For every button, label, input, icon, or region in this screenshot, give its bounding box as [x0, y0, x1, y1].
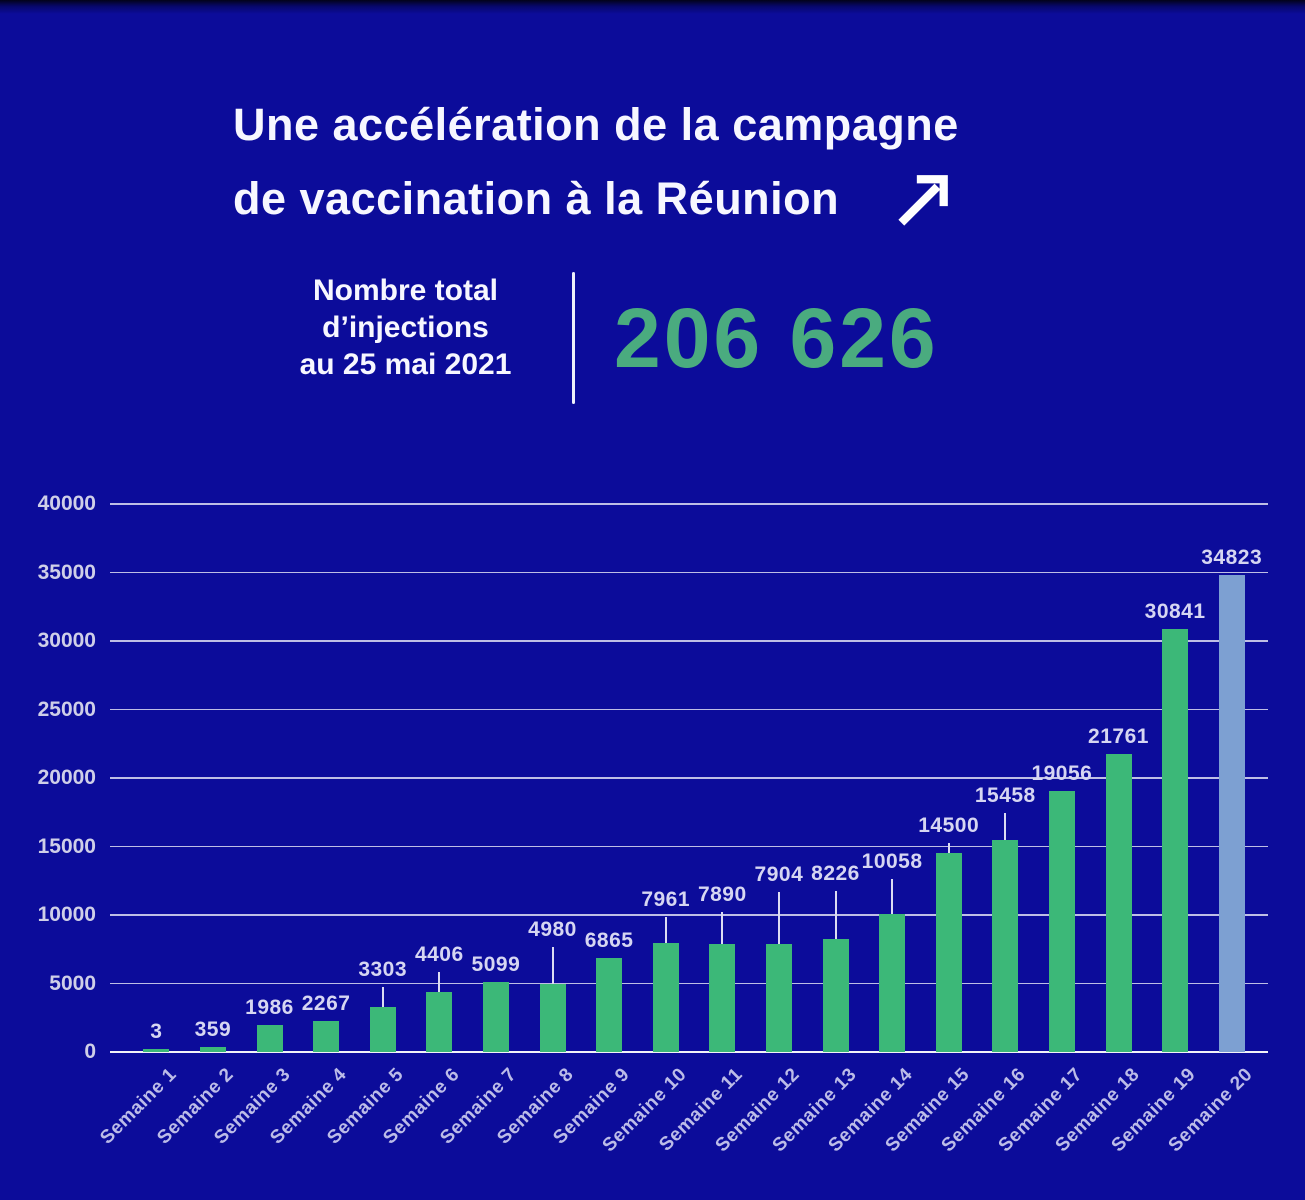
bar-semaine-16 [992, 840, 1019, 1052]
page-title: Une accélération de la campagne de vacci… [233, 88, 1093, 236]
bar-semaine-20 [1218, 574, 1245, 1052]
bar-value-label: 7890 [697, 882, 747, 906]
bar-value-label: 4980 [528, 917, 577, 941]
bar-value-label: 34823 [1201, 545, 1263, 569]
bar-value-label: 8226 [811, 862, 860, 886]
bar-value-label: 3 [150, 1020, 163, 1043]
total-label-line3: au 25 mai 2021 [299, 348, 512, 381]
bar-value-label: 3303 [358, 957, 408, 981]
bar-semaine-8 [539, 983, 566, 1052]
page-title-line2: de vaccination à la Réunion [233, 173, 840, 224]
bar-semaine-18 [1105, 753, 1132, 1052]
bar-value-label: 15458 [974, 784, 1036, 808]
bar-value-label: 359 [194, 1018, 232, 1042]
x-axis-baseline [110, 1050, 1268, 1053]
bar-value-label: 4406 [414, 942, 464, 966]
bar-semaine-7 [482, 982, 509, 1052]
y-axis-tick-label: 40000 [37, 492, 96, 515]
bar-semaine-3 [256, 1024, 283, 1052]
bar-semaine-2 [199, 1047, 226, 1052]
total-label-line1: Nombre total [312, 274, 498, 307]
bar-value-label: 5099 [471, 953, 521, 977]
bar-leader-line [834, 891, 837, 940]
bar-semaine-1 [143, 1049, 170, 1052]
bar-value-label: 10058 [861, 850, 923, 874]
y-axis-tick-label: 15000 [37, 834, 96, 858]
gridline [110, 777, 1268, 779]
bar-leader-line [721, 911, 724, 944]
gridline [110, 914, 1268, 916]
gridline [110, 708, 1268, 711]
top-dark-strip [0, 0, 1305, 14]
bar-semaine-5 [369, 1006, 396, 1052]
bar-value-label: 6865 [584, 928, 634, 952]
vertical-divider [572, 272, 575, 404]
y-axis-tick-label: 0 [84, 1040, 96, 1063]
bar-leader-line [1004, 813, 1007, 841]
total-injections-label: Nombre total d’injections au 25 mai 2021 [258, 272, 553, 383]
bar-semaine-13 [822, 939, 849, 1052]
gridline [110, 845, 1268, 848]
bar-value-label: 7961 [641, 887, 691, 911]
gridline [110, 503, 1268, 505]
gridline [110, 571, 1268, 574]
plot-area: 3 359 1986 2267 3303 4406 5099 4980 6865 7961 7890… [110, 503, 1268, 1053]
page-title-line1: Une accélération de la campagne [233, 99, 959, 150]
bar-leader-line [891, 879, 894, 915]
bar-semaine-4 [313, 1020, 340, 1052]
bar-value-label: 30841 [1144, 600, 1206, 624]
bar-leader-line [777, 891, 780, 944]
bar-value-label: 1986 [245, 995, 294, 1019]
bar-semaine-6 [426, 991, 453, 1052]
up-right-arrow-icon [898, 175, 948, 226]
gridline [110, 982, 1268, 985]
y-axis-tick-label: 20000 [37, 766, 96, 789]
bar-leader-line [551, 946, 554, 984]
bar-semaine-10 [652, 942, 679, 1052]
gridline [110, 640, 1268, 642]
y-axis-tick-label: 25000 [37, 697, 96, 721]
bar-semaine-17 [1048, 790, 1075, 1052]
y-axis-tick-label: 5000 [49, 971, 96, 995]
bar-leader-line [438, 971, 441, 992]
bar-leader-line [381, 986, 384, 1007]
bar-value-label: 7904 [754, 862, 804, 886]
bar-semaine-14 [879, 914, 906, 1052]
bar-value-label: 2267 [301, 991, 351, 1015]
y-axis-tick-label: 30000 [37, 629, 96, 652]
bar-leader-line [664, 916, 667, 943]
bar-semaine-9 [596, 957, 623, 1052]
y-axis-tick-label: 10000 [37, 903, 96, 926]
y-axis-tick-label: 35000 [37, 560, 96, 584]
bar-leader-line [947, 843, 950, 854]
bar-semaine-12 [765, 943, 792, 1052]
bar-value-label: 21761 [1088, 724, 1149, 748]
bar-semaine-19 [1162, 629, 1189, 1052]
bar-value-label: 19056 [1031, 761, 1093, 785]
bar-value-label: 14500 [918, 814, 980, 838]
bar-semaine-15 [935, 853, 962, 1052]
bar-semaine-11 [709, 943, 736, 1052]
total-label-line2: d’injections [322, 311, 489, 344]
total-injections-value: 206 626 [614, 291, 939, 385]
